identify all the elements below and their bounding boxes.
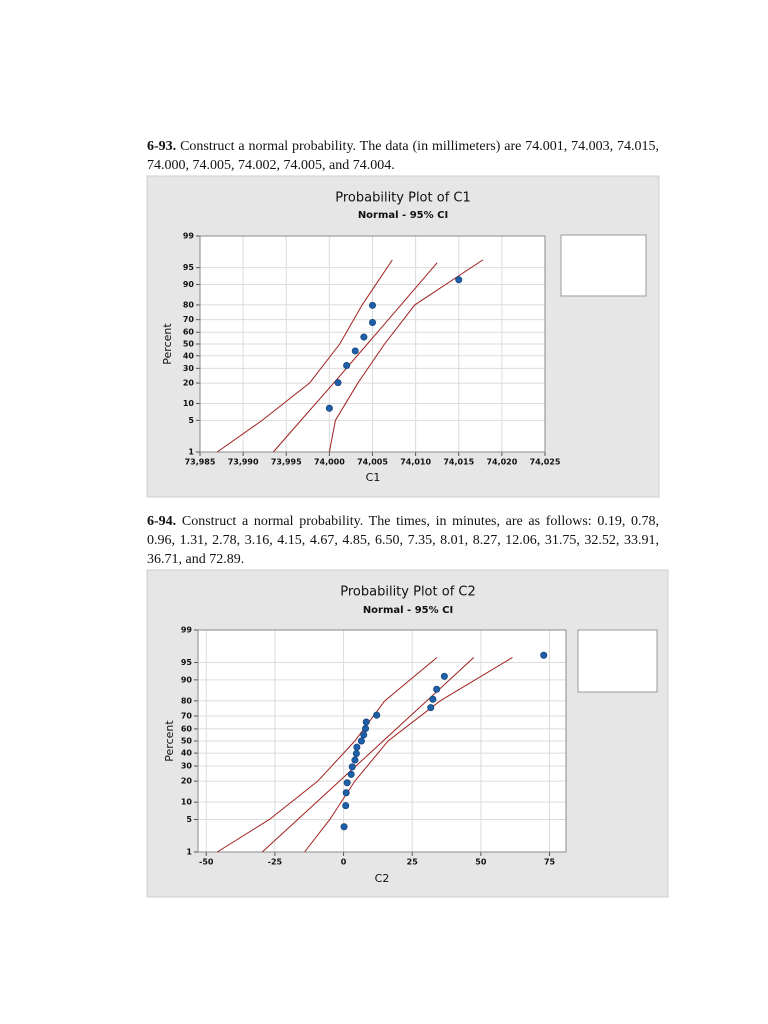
- x-tick-label: 73,995: [271, 458, 302, 467]
- legend-box: [560, 234, 647, 297]
- y-tick-label: 70: [181, 711, 193, 720]
- y-tick-label: 20: [183, 379, 195, 388]
- y-tick-label: 99: [183, 232, 195, 241]
- y-tick-label: 40: [181, 749, 193, 758]
- y-axis-label: Percent: [161, 323, 174, 365]
- data-point: [342, 789, 350, 797]
- y-axis-label: Percent: [163, 720, 176, 762]
- y-tick-label: 1: [186, 848, 192, 857]
- y-tick-label: 95: [181, 658, 193, 667]
- y-tick-label: 60: [181, 724, 193, 733]
- data-point: [348, 763, 356, 771]
- plot-frame: [199, 235, 546, 453]
- data-point: [353, 743, 361, 751]
- plot-frame: [197, 629, 567, 853]
- x-axis-label: C1: [366, 471, 381, 484]
- problem-number: 6-94.: [147, 514, 177, 529]
- data-point: [351, 347, 359, 355]
- data-point: [325, 404, 333, 412]
- data-point: [540, 651, 548, 659]
- y-tick-label: 80: [181, 696, 193, 705]
- problem-text: 6-94. Construct a normal probability. Th…: [147, 512, 659, 569]
- y-tick-label: 50: [183, 340, 195, 349]
- x-tick-label: -50: [199, 858, 214, 867]
- data-point: [440, 672, 448, 680]
- data-point: [433, 685, 441, 693]
- y-tick-label: 80: [183, 300, 195, 309]
- data-point: [352, 749, 360, 757]
- x-tick-label: 74,015: [443, 458, 474, 467]
- data-point: [351, 756, 359, 764]
- y-tick-label: 5: [186, 815, 192, 824]
- legend-box: [577, 629, 658, 693]
- x-tick-label: 73,985: [185, 458, 216, 467]
- data-point: [455, 276, 463, 284]
- x-tick-label: 25: [407, 858, 419, 867]
- x-tick-label: 74,020: [486, 458, 517, 467]
- y-tick-label: 40: [183, 351, 195, 360]
- y-tick-label: 30: [183, 364, 195, 373]
- ci-line: [272, 262, 438, 453]
- y-tick-label: 90: [183, 280, 195, 289]
- data-point: [343, 362, 351, 370]
- x-tick-label: 50: [475, 858, 487, 867]
- x-tick-label: 75: [544, 858, 556, 867]
- data-point: [373, 711, 381, 719]
- data-point: [362, 718, 370, 726]
- y-tick-label: 20: [181, 777, 193, 786]
- y-tick-label: 99: [181, 626, 193, 635]
- data-point: [347, 770, 355, 778]
- x-tick-label: 73,990: [228, 458, 259, 467]
- data-point: [343, 779, 351, 787]
- data-point: [368, 301, 376, 309]
- data-point: [368, 318, 376, 326]
- ci-line: [216, 657, 438, 853]
- x-tick-label: 74,005: [357, 458, 388, 467]
- x-tick-label: -25: [268, 858, 283, 867]
- x-tick-label: 74,000: [314, 458, 345, 467]
- data-point: [342, 802, 350, 810]
- ci-line: [328, 259, 484, 453]
- y-tick-label: 95: [183, 263, 195, 272]
- data-point: [357, 737, 365, 745]
- data-point: [340, 823, 348, 831]
- y-tick-label: 10: [181, 798, 193, 807]
- y-tick-label: 90: [181, 675, 193, 684]
- x-axis-label: C2: [375, 872, 390, 885]
- x-tick-label: 74,025: [530, 458, 561, 467]
- data-point: [429, 695, 437, 703]
- data-point: [427, 704, 435, 712]
- y-tick-label: 70: [183, 315, 195, 324]
- y-tick-label: 5: [188, 416, 194, 425]
- data-point: [360, 731, 368, 739]
- problem-body: Construct a normal probability. The time…: [147, 514, 660, 567]
- y-tick-label: 30: [181, 762, 193, 771]
- ci-line: [261, 657, 475, 853]
- ci-line: [216, 259, 393, 453]
- chart-title: Probability Plot of C1: [335, 191, 471, 206]
- problem-body: Construct a normal probability. The data…: [147, 139, 659, 173]
- problem-number: 6-93.: [147, 139, 177, 154]
- data-point: [334, 379, 342, 387]
- chart-subtitle: Normal - 95% CI: [358, 210, 448, 221]
- y-tick-label: 1: [188, 448, 194, 457]
- y-tick-label: 60: [183, 328, 195, 337]
- x-tick-label: 0: [341, 858, 347, 867]
- y-tick-label: 10: [183, 399, 195, 408]
- ci-line: [304, 657, 513, 853]
- y-tick-label: 50: [181, 737, 193, 746]
- problem-text: 6-93. Construct a normal probability. Th…: [147, 137, 659, 175]
- data-point: [362, 725, 370, 733]
- data-point: [360, 333, 368, 341]
- chart-title: Probability Plot of C2: [340, 585, 476, 600]
- x-tick-label: 74,010: [400, 458, 431, 467]
- chart-subtitle: Normal - 95% CI: [363, 605, 453, 616]
